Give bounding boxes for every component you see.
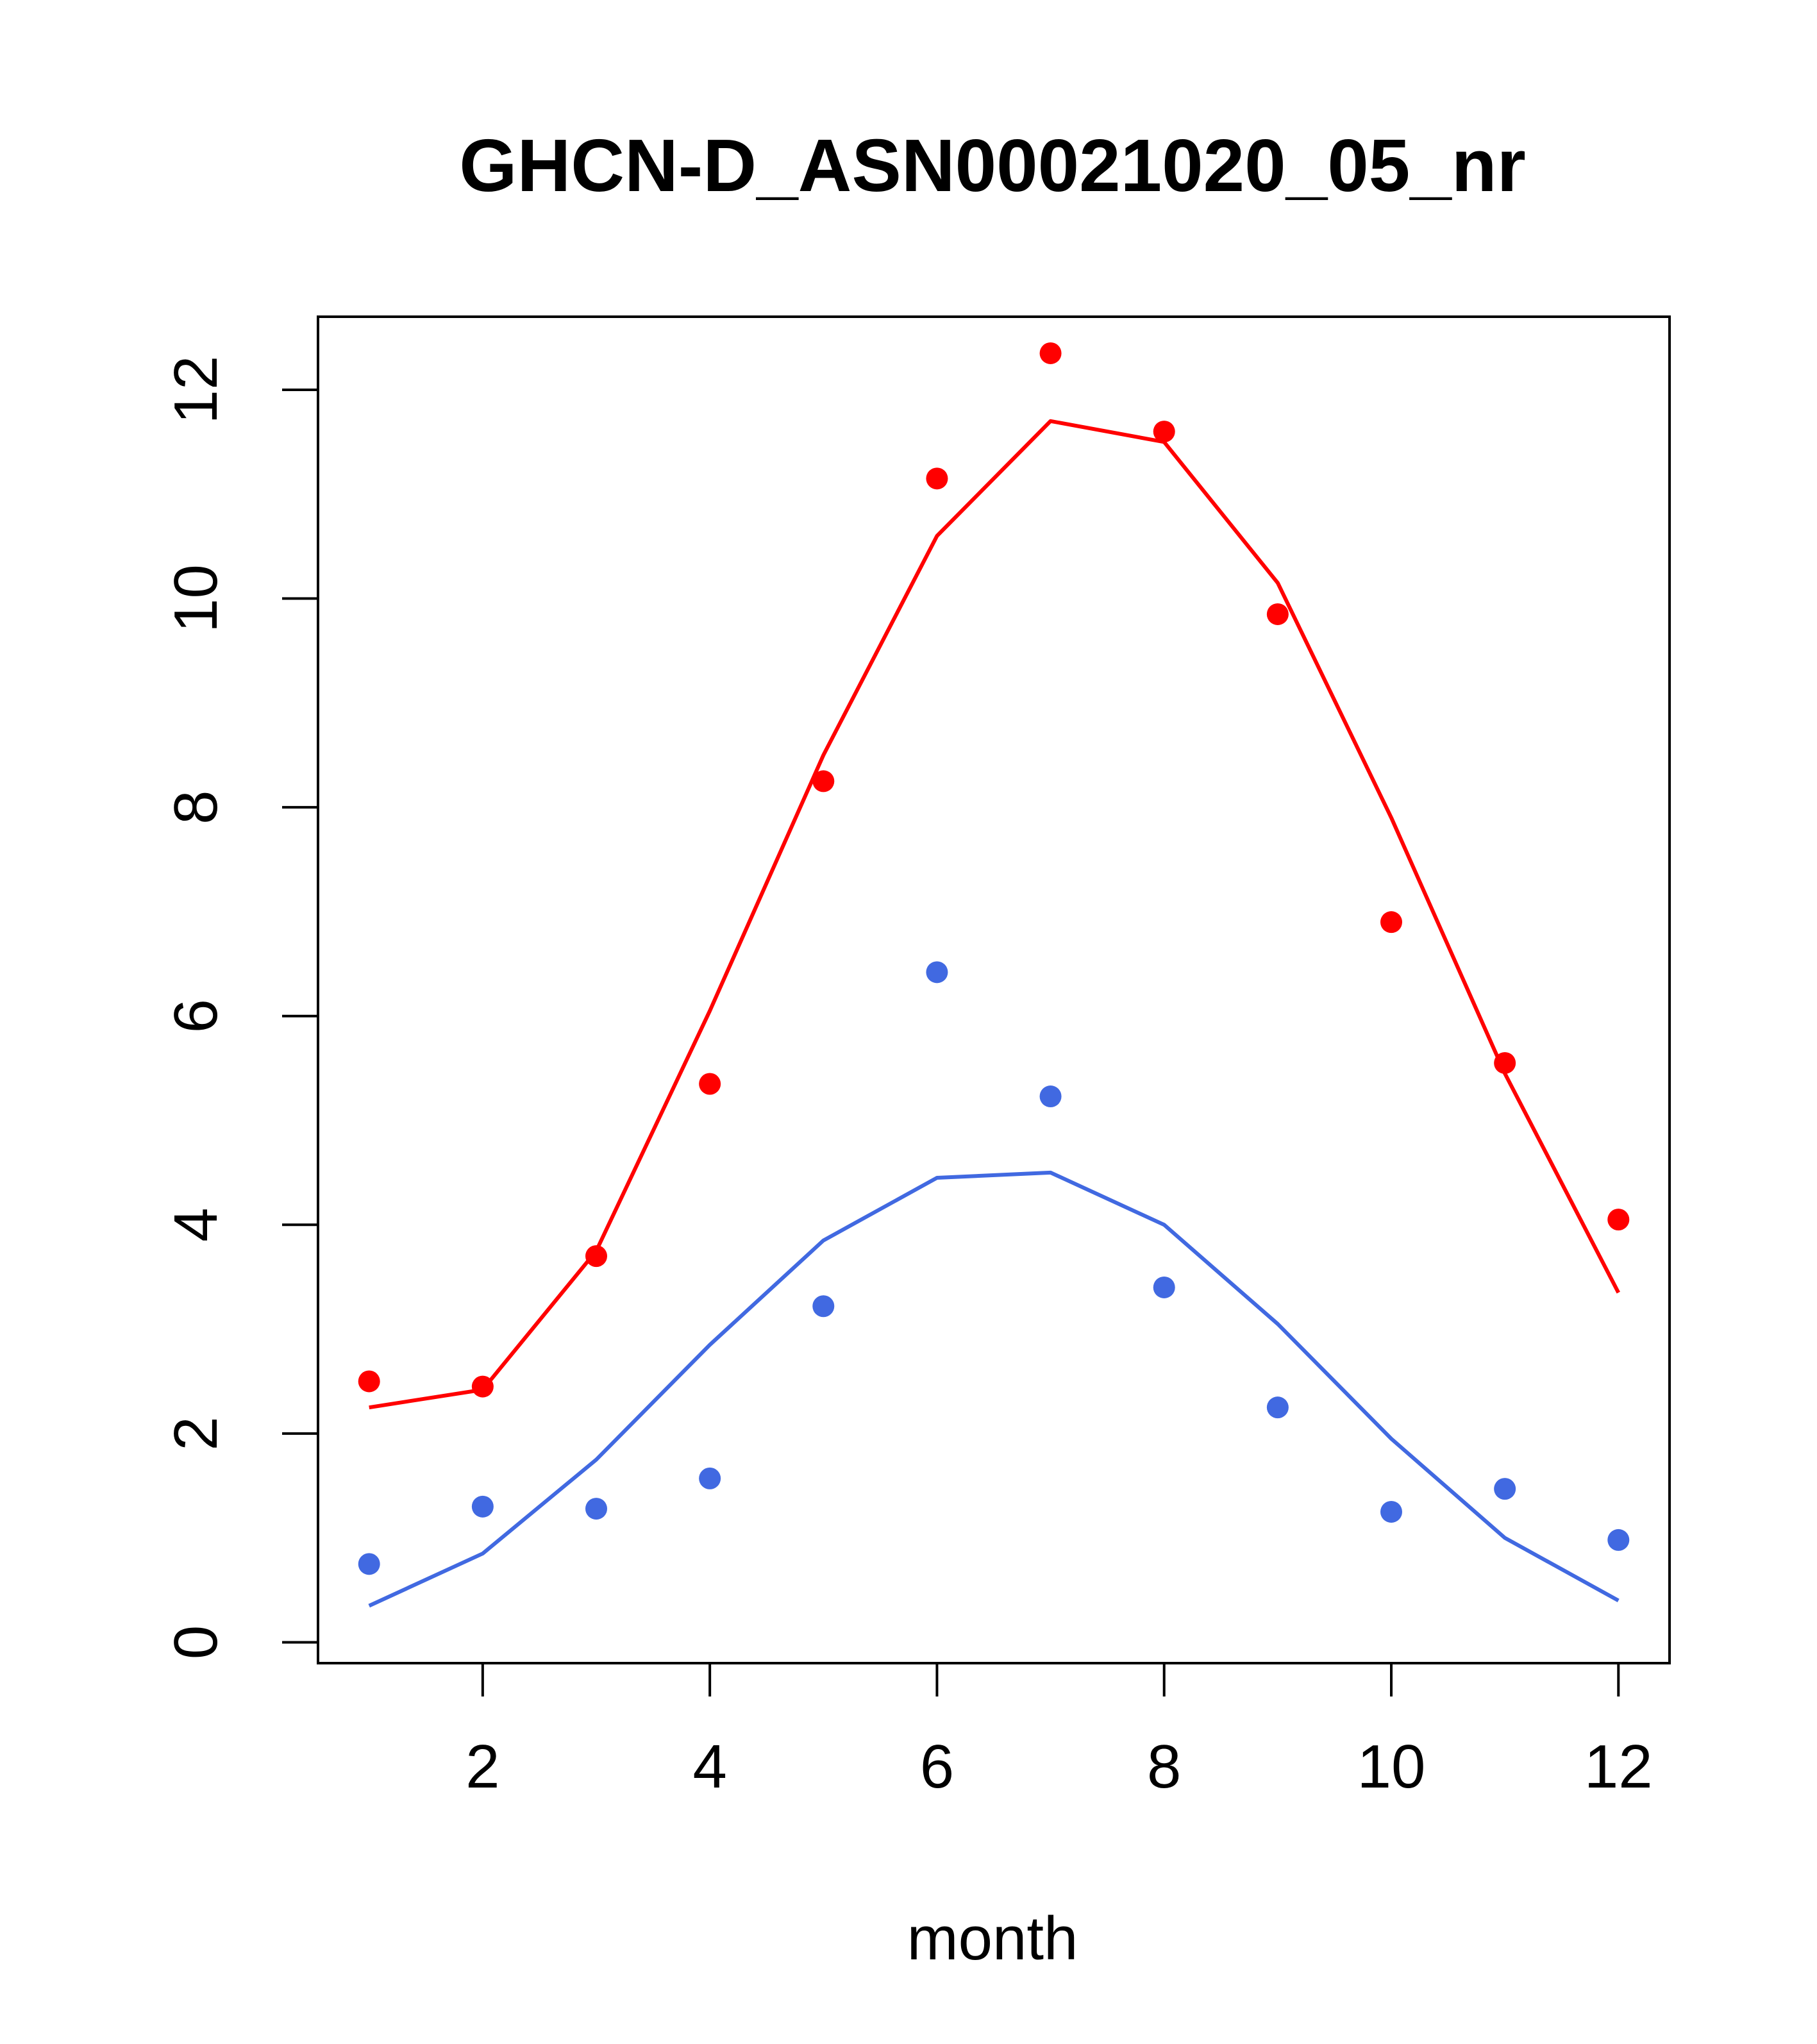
- data-point: [1039, 1085, 1062, 1108]
- y-tick-label: 8: [162, 790, 230, 824]
- x-tick-label: 10: [1357, 1732, 1426, 1801]
- data-point: [1494, 1478, 1516, 1500]
- x-tick-label: 8: [1147, 1732, 1181, 1801]
- data-point: [471, 1495, 494, 1518]
- data-point: [926, 467, 948, 490]
- y-tick-label: 12: [162, 356, 230, 424]
- chart-title: GHCN-D_ASN00021020_05_nr: [459, 124, 1526, 207]
- data-point: [1039, 342, 1062, 364]
- series-line: [368, 1170, 1620, 1608]
- data-point: [585, 1498, 607, 1520]
- data-point: [1266, 603, 1289, 625]
- data-point: [1153, 1276, 1175, 1298]
- series-1: [358, 342, 1630, 1410]
- y-tick-label: 10: [162, 564, 230, 633]
- y-axis: 0 2 4 6 8 10 12: [162, 356, 319, 1659]
- data-point: [1266, 1396, 1289, 1419]
- x-tick-label: 2: [465, 1732, 499, 1801]
- data-point: [812, 1295, 835, 1318]
- x-axis-title: month: [907, 1904, 1078, 1973]
- y-tick-label: 6: [162, 999, 230, 1033]
- x-tick-label: 12: [1584, 1732, 1653, 1801]
- x-axis: 2 4 6 8 10 12: [465, 1662, 1653, 1801]
- data-point: [1494, 1051, 1516, 1074]
- data-point: [1607, 1209, 1630, 1231]
- data-point: [358, 1370, 380, 1393]
- data-point: [1153, 421, 1175, 443]
- data-point: [699, 1467, 721, 1489]
- series-layer: [358, 342, 1630, 1608]
- data-point: [471, 1375, 494, 1398]
- data-point: [1380, 1500, 1402, 1523]
- y-tick-label: 0: [162, 1625, 230, 1659]
- y-tick-label: 4: [162, 1208, 230, 1242]
- data-point: [699, 1073, 721, 1095]
- series-2: [358, 961, 1630, 1608]
- data-point: [926, 961, 948, 984]
- data-point: [812, 770, 835, 792]
- series-line: [369, 419, 1620, 1410]
- x-tick-label: 4: [692, 1732, 726, 1801]
- data-point: [358, 1553, 380, 1575]
- x-tick-label: 6: [920, 1732, 954, 1801]
- data-point: [1380, 911, 1402, 934]
- y-tick-label: 2: [162, 1416, 230, 1450]
- data-point: [585, 1245, 607, 1268]
- data-point: [1607, 1529, 1630, 1551]
